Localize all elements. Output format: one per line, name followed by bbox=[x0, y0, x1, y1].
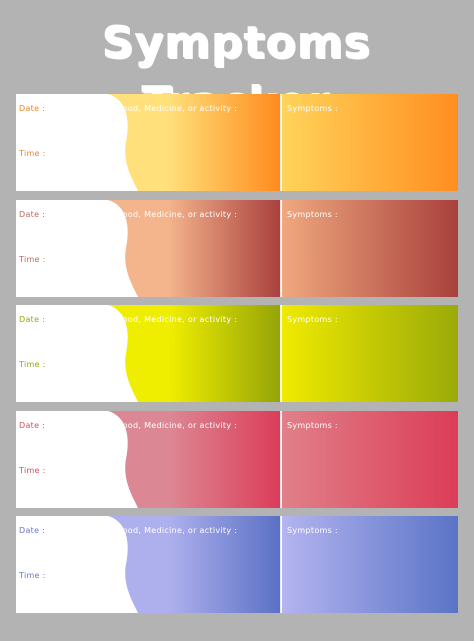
date-label: Date : bbox=[19, 526, 46, 535]
food-section-background bbox=[108, 200, 281, 297]
symptoms-label: Symptoms : bbox=[287, 421, 338, 430]
symptoms-section-background bbox=[282, 411, 458, 508]
tracker-card: Date : Time : Food, Medicine, or activity … bbox=[16, 94, 458, 191]
food-section-background bbox=[108, 94, 281, 191]
tracker-card: Date : Time : Food, Medicine, or activity … bbox=[16, 516, 458, 613]
tracker-card: Date : Time : Food, Medicine, or activity … bbox=[16, 200, 458, 297]
section-divider bbox=[280, 200, 282, 297]
symptoms-label: Symptoms : bbox=[287, 315, 338, 324]
tracker-card: Date : Time : Food, Medicine, or activity … bbox=[16, 411, 458, 508]
symptoms-section-background bbox=[282, 305, 458, 402]
time-label: Time : bbox=[19, 571, 46, 580]
tracker-card: Date : Time : Food, Medicine, or activity … bbox=[16, 305, 458, 402]
food-medicine-activity-label: Food, Medicine, or activity : bbox=[118, 210, 238, 219]
food-section-background bbox=[108, 305, 281, 402]
symptoms-section-background bbox=[282, 516, 458, 613]
section-divider bbox=[280, 516, 282, 613]
section-divider bbox=[280, 411, 282, 508]
time-label: Time : bbox=[19, 149, 46, 158]
time-label: Time : bbox=[19, 255, 46, 264]
food-section-background bbox=[108, 411, 281, 508]
symptoms-label: Symptoms : bbox=[287, 526, 338, 535]
food-medicine-activity-label: Food, Medicine, or activity : bbox=[118, 421, 238, 430]
symptoms-section-background bbox=[282, 200, 458, 297]
symptoms-label: Symptoms : bbox=[287, 210, 338, 219]
food-medicine-activity-label: Food, Medicine, or activity : bbox=[118, 104, 238, 113]
symptoms-label: Symptoms : bbox=[287, 104, 338, 113]
date-label: Date : bbox=[19, 210, 46, 219]
section-divider bbox=[280, 94, 282, 191]
food-section-background bbox=[108, 516, 281, 613]
time-label: Time : bbox=[19, 360, 46, 369]
food-medicine-activity-label: Food, Medicine, or activity : bbox=[118, 526, 238, 535]
time-label: Time : bbox=[19, 466, 46, 475]
date-label: Date : bbox=[19, 421, 46, 430]
food-medicine-activity-label: Food, Medicine, or activity : bbox=[118, 315, 238, 324]
date-label: Date : bbox=[19, 315, 46, 324]
section-divider bbox=[280, 305, 282, 402]
symptoms-section-background bbox=[282, 94, 458, 191]
date-label: Date : bbox=[19, 104, 46, 113]
